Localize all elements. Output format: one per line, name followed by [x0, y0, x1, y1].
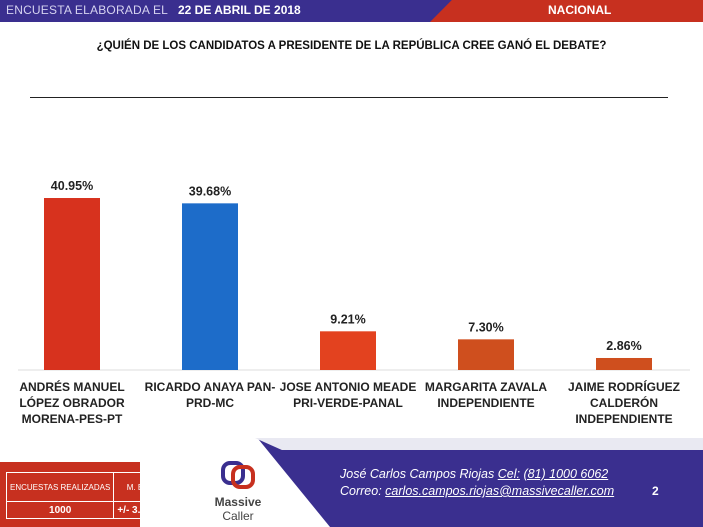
bar-value-label-2: 39.68%: [189, 184, 231, 198]
bar-1: [44, 198, 100, 370]
category-label-line: ANDRÉS MANUEL: [19, 380, 125, 394]
survey-label: ENCUESTA ELABORADA EL: [6, 3, 169, 17]
stats-header-surveys: ENCUESTAS REALIZADAS: [5, 472, 115, 502]
bar-3: [320, 331, 376, 370]
contact-phone[interactable]: (81) 1000 6062: [523, 467, 609, 481]
bar-2: [182, 203, 238, 370]
footer: ENCUESTAS REALIZADAS M. E. 1000 +/- 3.4%…: [0, 438, 703, 527]
category-label-5: JAIME RODRÍGUEZ CALDERÓN INDEPENDIENTE: [554, 379, 694, 427]
category-label-1: ANDRÉS MANUEL LÓPEZ OBRADOR MORENA-PES-PT: [2, 379, 142, 427]
stats-table: ENCUESTAS REALIZADAS M. E. 1000 +/- 3.4%: [5, 472, 159, 519]
chart-top-rule: [30, 97, 668, 98]
category-label-line: PRI-VERDE-PANAL: [293, 396, 403, 410]
logo-word-1: Massive: [214, 495, 262, 509]
logo-word-2: Caller: [222, 509, 254, 523]
contact-email[interactable]: carlos.campos.riojas@massivecaller.com: [385, 484, 615, 498]
bar-value-label-4: 7.30%: [468, 320, 503, 334]
footer-grey-wedge: [255, 438, 703, 450]
survey-scope: NACIONAL: [548, 3, 612, 17]
bar-value-label-3: 9.21%: [330, 312, 365, 326]
bar-5: [596, 357, 652, 370]
category-label-line: INDEPENDIENTE: [575, 412, 673, 426]
contact-name: José Carlos Campos Riojas: [340, 467, 495, 481]
chart-title: ¿QUIÉN DE LOS CANDIDATOS A PRESIDENTE DE…: [96, 40, 607, 52]
page-number: 2: [652, 484, 659, 498]
category-label-line: JOSE ANTONIO MEADE: [279, 380, 417, 394]
bar-value-label-5: 2.86%: [606, 339, 641, 353]
category-label-line: LÓPEZ OBRADOR: [19, 396, 125, 410]
contact-phone-label: Cel:: [497, 467, 520, 481]
category-label-line: RICARDO ANAYA PAN-: [144, 380, 276, 394]
category-label-line: JAIME RODRÍGUEZ: [567, 380, 680, 394]
stats-value-error: +/- 3.4%: [113, 501, 159, 519]
bar-4: [458, 339, 514, 370]
header-bar: ENCUESTA ELABORADA EL 22 DE ABRIL DE 201…: [0, 0, 703, 22]
category-label-line: INDEPENDIENTE: [437, 396, 535, 410]
category-label-4: MARGARITA ZAVALA INDEPENDIENTE: [416, 379, 556, 411]
bar-value-label-1: 40.95%: [51, 179, 93, 193]
category-label-line: MARGARITA ZAVALA: [424, 380, 548, 394]
stats-value-surveys: 1000: [5, 501, 115, 519]
category-label-3: JOSE ANTONIO MEADE PRI-VERDE-PANAL: [278, 379, 418, 411]
logo-icon: [221, 461, 255, 489]
bar-chart: 40.95% 39.68% 9.21% 7.30% 2.86%: [18, 179, 690, 371]
stats-header-error: M. E.: [113, 472, 159, 502]
category-label-line: CALDERÓN: [590, 396, 658, 410]
contact-info: José Carlos Campos Riojas Cel: (81) 1000…: [340, 466, 614, 500]
header-red-ribbon: [430, 0, 703, 22]
contact-email-label: Correo:: [340, 484, 382, 498]
category-label-line: MORENA-PES-PT: [21, 412, 123, 426]
category-label-line: PRD-MC: [186, 396, 234, 410]
survey-date: 22 DE ABRIL DE 2018: [178, 3, 301, 17]
massive-caller-logo: Massive Caller: [208, 460, 268, 523]
category-label-2: RICARDO ANAYA PAN- PRD-MC: [140, 379, 280, 411]
